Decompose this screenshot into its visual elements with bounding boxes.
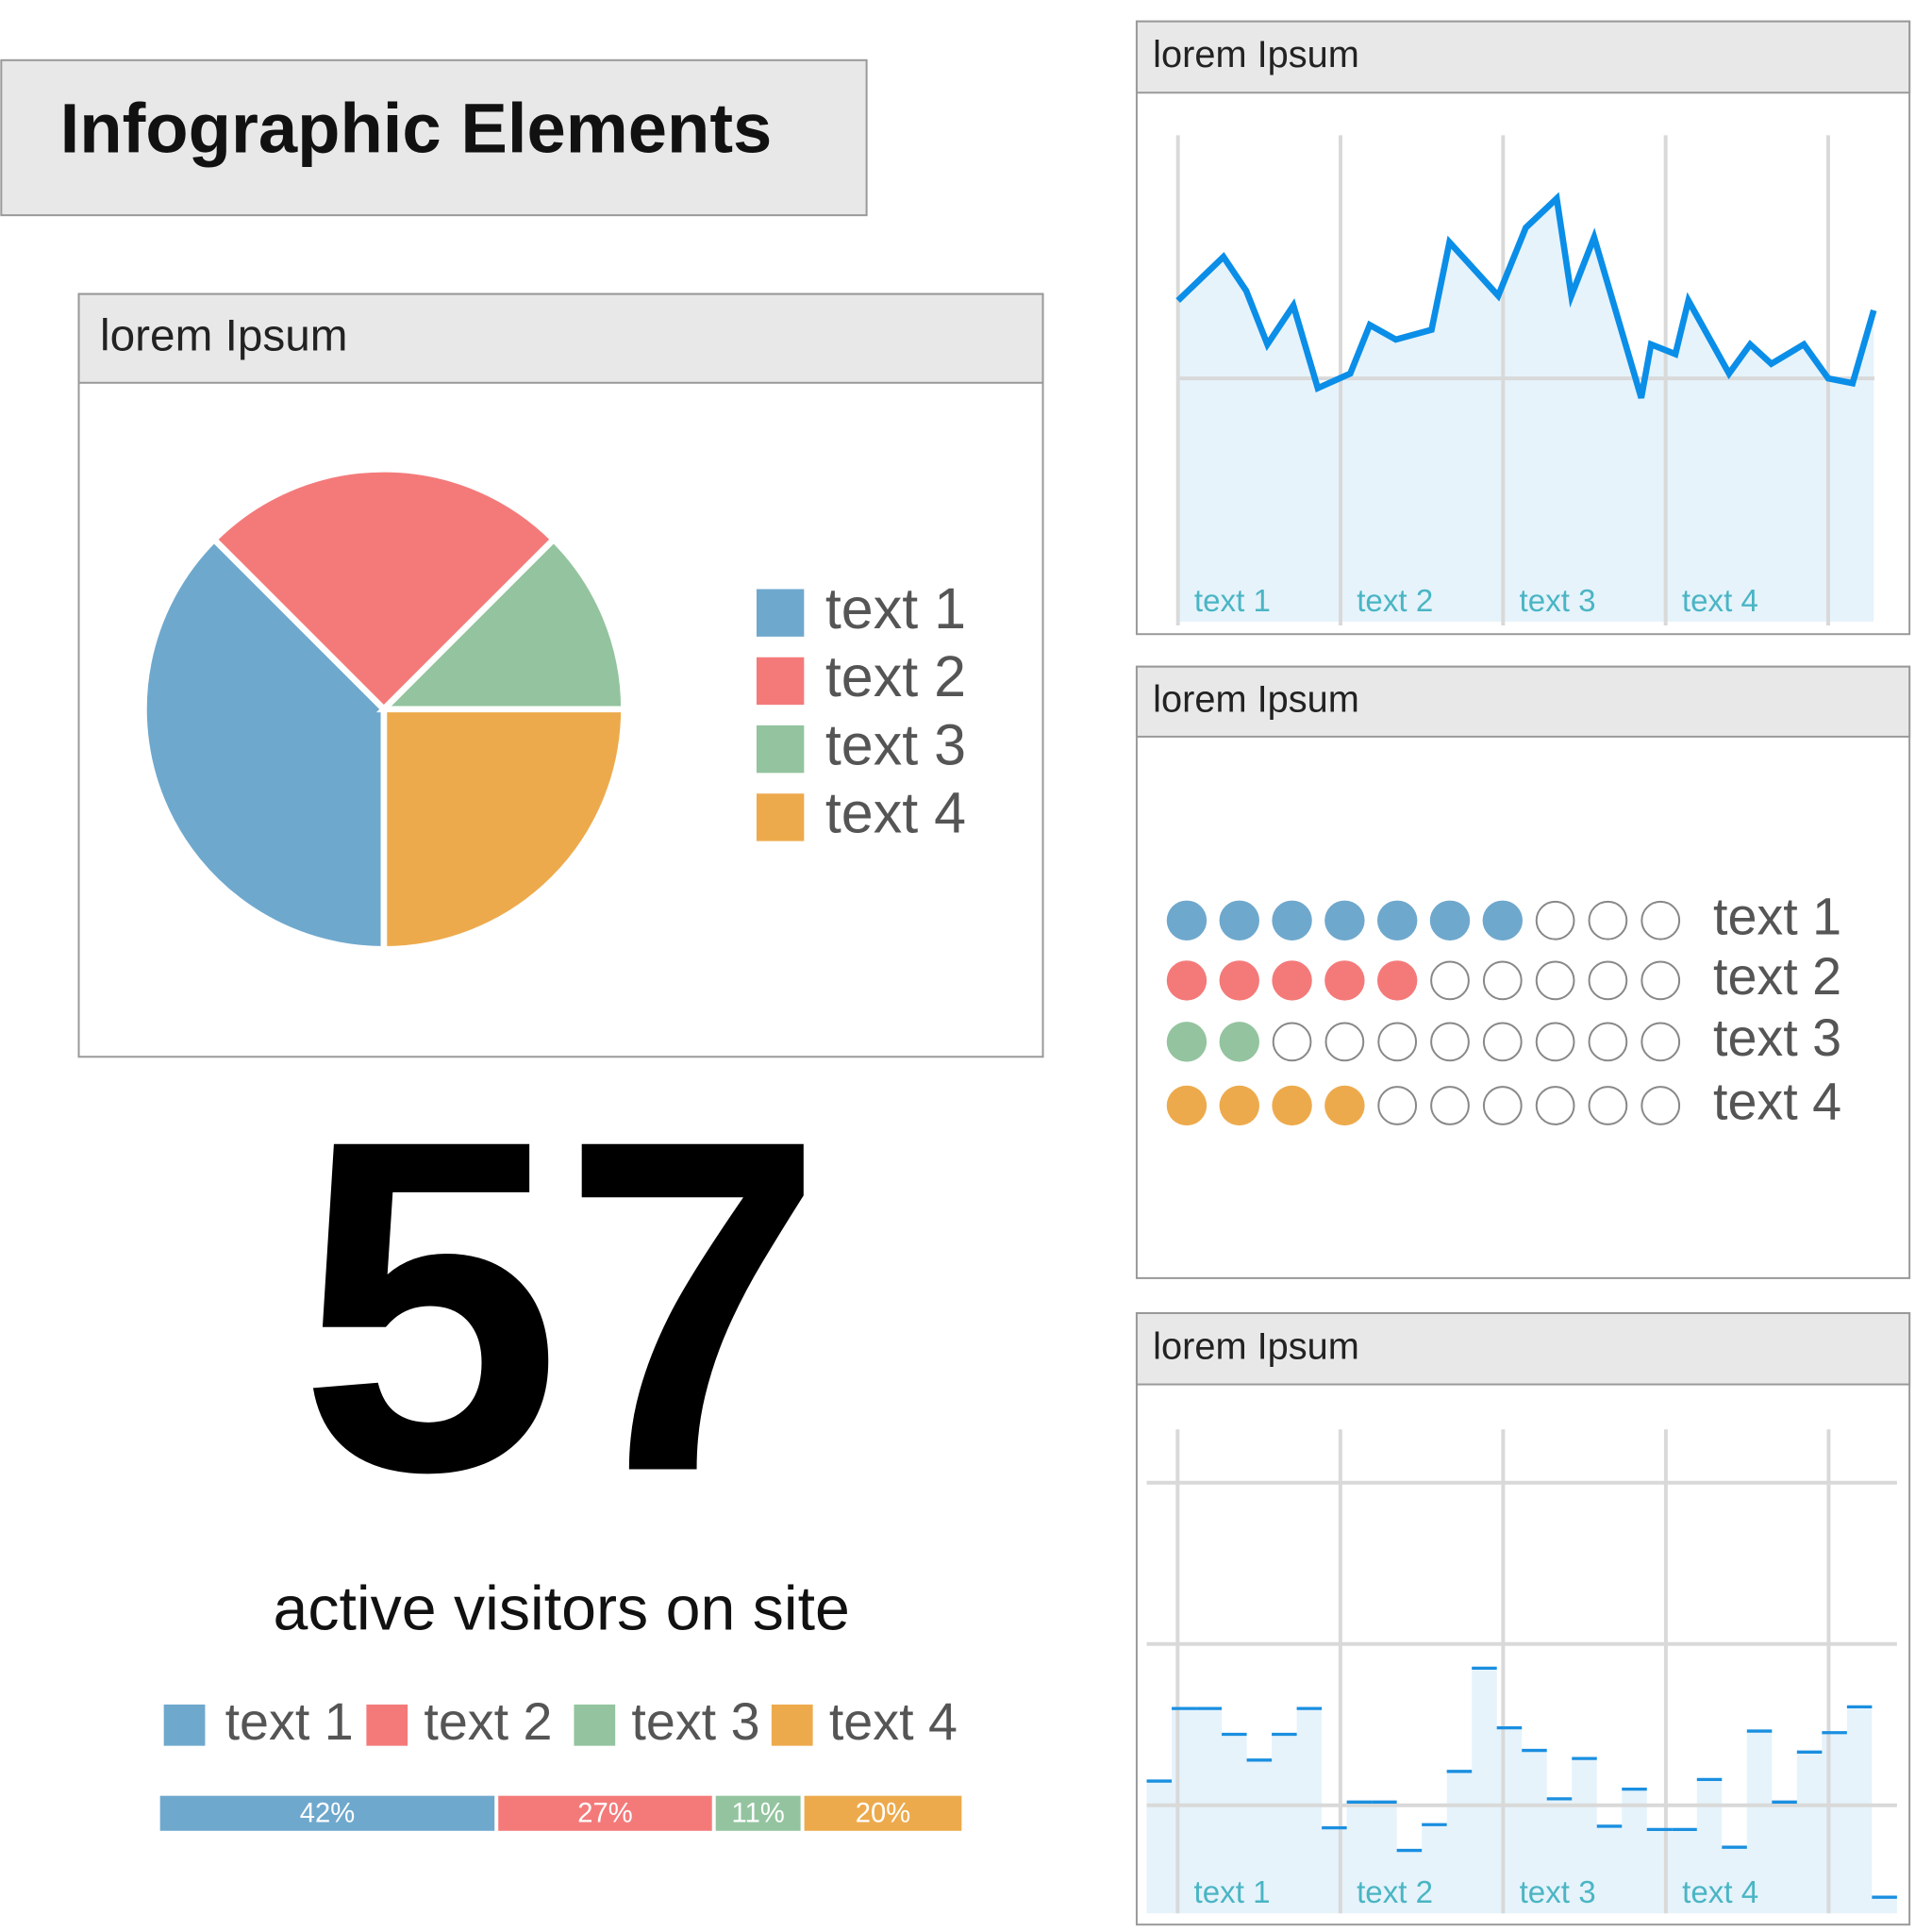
x-category-label: text 4 xyxy=(1682,1875,1758,1910)
dot-filled xyxy=(1429,900,1471,941)
dot-empty xyxy=(1377,1022,1418,1062)
legend-swatch xyxy=(756,657,805,706)
dot-filled xyxy=(1272,1085,1312,1126)
pie-slice xyxy=(375,535,627,713)
legend-label: text 4 xyxy=(825,781,966,845)
stat-value: 57 xyxy=(299,1042,824,1571)
legend-label: text 3 xyxy=(825,712,966,776)
bar-segment xyxy=(498,1795,712,1831)
dot-filled xyxy=(1166,900,1208,941)
dot-empty xyxy=(1430,1086,1470,1125)
dot-empty xyxy=(1430,960,1470,1001)
dot-empty xyxy=(1430,1022,1470,1062)
bar-segment xyxy=(715,1795,801,1831)
panel-header xyxy=(1135,665,1911,738)
dot-empty xyxy=(1272,1022,1312,1062)
bar-segment xyxy=(804,1795,962,1831)
dot-filled xyxy=(1219,900,1259,941)
area xyxy=(1177,198,1874,622)
dot-filled xyxy=(1376,900,1418,941)
bar-label: 27% xyxy=(577,1798,632,1828)
dot-empty xyxy=(1535,960,1575,1001)
legend-label: text 4 xyxy=(829,1692,958,1751)
panel-title: lorem Ipsum xyxy=(1153,34,1359,75)
dot-empty xyxy=(1482,1022,1523,1062)
dot-filled xyxy=(1219,1085,1259,1126)
legend-label: text 2 xyxy=(424,1692,552,1751)
row-label: text 2 xyxy=(1713,947,1841,1006)
pie-slice xyxy=(141,535,388,953)
legend-swatch xyxy=(756,589,805,637)
dot-empty xyxy=(1641,960,1681,1001)
dot-empty xyxy=(1377,1086,1418,1125)
dot-filled xyxy=(1219,960,1259,1001)
dot-empty xyxy=(1641,1086,1681,1125)
dot-filled xyxy=(1272,900,1312,941)
legend-label: text 3 xyxy=(631,1692,759,1751)
panel xyxy=(1135,665,1911,1279)
page-title: Infographic Elements xyxy=(60,90,773,168)
bar-segment xyxy=(159,1795,495,1831)
dot-filled xyxy=(1219,1022,1259,1062)
bar-label: 20% xyxy=(856,1798,910,1828)
dot-empty xyxy=(1535,1086,1575,1125)
title-box xyxy=(0,58,868,217)
dot-empty xyxy=(1324,1022,1365,1062)
x-category-label: text 3 xyxy=(1520,584,1596,619)
dot-filled xyxy=(1376,960,1418,1001)
dot-filled xyxy=(1324,1085,1365,1126)
panel-title: lorem Ipsum xyxy=(1153,1325,1359,1367)
pie-slice xyxy=(380,706,627,953)
dot-filled xyxy=(1166,1022,1208,1062)
dot-empty xyxy=(1588,1022,1628,1062)
stat-label: active visitors on site xyxy=(274,1574,850,1644)
dot-filled xyxy=(1324,960,1365,1001)
pie-slice xyxy=(209,466,558,714)
dot-filled xyxy=(1272,960,1312,1001)
dot-empty xyxy=(1535,1022,1575,1062)
legend-label: text 1 xyxy=(825,576,966,641)
x-category-label: text 1 xyxy=(1194,1875,1271,1910)
dot-empty xyxy=(1588,960,1628,1001)
x-category-label: text 3 xyxy=(1520,1875,1596,1910)
legend-label: text 2 xyxy=(825,644,966,708)
legend-label: text 1 xyxy=(225,1692,354,1751)
dot-empty xyxy=(1641,1022,1681,1062)
dot-empty xyxy=(1588,1086,1628,1125)
x-category-label: text 2 xyxy=(1357,1875,1433,1910)
dot-empty xyxy=(1482,1086,1523,1125)
panel-header xyxy=(1135,1312,1911,1386)
row-label: text 1 xyxy=(1713,887,1841,945)
panel-header xyxy=(77,292,1044,384)
panel-title: lorem Ipsum xyxy=(1153,678,1359,720)
x-category-label: text 2 xyxy=(1357,584,1433,619)
legend-swatch xyxy=(756,724,805,774)
line xyxy=(1175,191,1877,399)
dot-filled xyxy=(1482,900,1524,941)
panel-title: lorem Ipsum xyxy=(100,310,348,360)
dot-filled xyxy=(1324,900,1365,941)
x-category-label: text 4 xyxy=(1682,584,1758,619)
dot-filled xyxy=(1166,960,1208,1001)
dot-empty xyxy=(1535,900,1575,941)
legend-swatch xyxy=(574,1704,616,1746)
bar-label: 11% xyxy=(732,1798,785,1828)
legend-swatch xyxy=(756,793,805,841)
panel-header xyxy=(1135,20,1911,94)
x-category-label: text 1 xyxy=(1194,584,1271,619)
dot-filled xyxy=(1166,1085,1208,1126)
dot-empty xyxy=(1641,900,1681,941)
area xyxy=(1146,1668,1897,1914)
bar-label: 42% xyxy=(300,1798,355,1828)
dot-empty xyxy=(1482,960,1523,1001)
row-label: text 4 xyxy=(1713,1073,1841,1131)
row-label: text 3 xyxy=(1713,1008,1841,1067)
dot-empty xyxy=(1588,900,1628,941)
legend-swatch xyxy=(163,1704,206,1746)
legend-swatch xyxy=(771,1704,813,1746)
legend-swatch xyxy=(366,1704,408,1746)
